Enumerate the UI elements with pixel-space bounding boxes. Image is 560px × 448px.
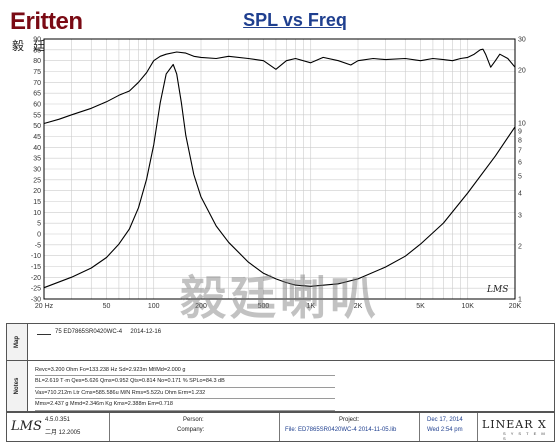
notes-tab-label: Notes	[14, 377, 20, 395]
y-right-tick-label: 3	[518, 213, 522, 220]
y-right-tick-label: 7	[518, 148, 522, 155]
legend-entry-date: 2014-12-16	[130, 329, 162, 335]
footer-divider	[477, 413, 478, 441]
y-right-tick-label: 9	[518, 129, 522, 136]
y-right-tick-label: 20	[518, 67, 526, 74]
y-right-tick-label: 6	[518, 160, 522, 167]
y-left-tick-label: 50	[33, 123, 41, 130]
notes-tab[interactable]: Notes	[7, 361, 28, 411]
y-left-tick-label: 15	[33, 199, 41, 206]
y-left-tick-label: 75	[33, 69, 41, 76]
y-left-tick-label: -10	[31, 253, 41, 260]
x-tick-label: 20 Hz	[35, 303, 54, 310]
spl-curve	[43, 48, 516, 125]
company-label: Company:	[177, 427, 205, 433]
y-left-tick-label: -20	[31, 275, 41, 282]
y-left-tick-label: 55	[33, 112, 41, 119]
y-left-tick-label: 90	[33, 37, 41, 44]
legend-entry[interactable]: 75 ED7865SR0420WC-4 2014-12-16	[55, 329, 161, 335]
y-right-tick-label: 30	[518, 37, 526, 44]
note-line: Revc=3.200 Ohm Fo=133.238 Hz Sd=2.923m M…	[35, 365, 335, 377]
footer-lms-logo: LMS	[11, 419, 42, 434]
y-right-tick-label: 4	[518, 191, 522, 198]
impedance-curve	[43, 63, 516, 289]
notes-panel: Notes Revc=3.200 Ohm Fo=133.238 Hz Sd=2.…	[6, 360, 555, 412]
report-time: Wed 2:54 pm	[427, 427, 463, 433]
y-left-tick-label: 40	[33, 145, 41, 152]
linearx-logo: LINEAR X	[482, 418, 547, 431]
y-left-tick-label: 10	[33, 210, 41, 217]
x-tick-label: 2K	[354, 303, 363, 310]
y-left-tick-label: 35	[33, 156, 41, 163]
software-build: 二月 12.2005	[45, 430, 81, 436]
x-tick-label: 20K	[509, 303, 522, 310]
report-date: Dec 17, 2014	[427, 417, 463, 423]
y-left-tick-label: 0	[37, 232, 41, 239]
y-left-tick-label: 80	[33, 58, 41, 65]
person-label: Person:	[183, 417, 204, 423]
project-file: File: ED7865SR0420WC-4 2014-11-05.lib	[285, 427, 397, 433]
x-tick-label: 500	[258, 303, 270, 310]
project-label: Project:	[339, 417, 360, 423]
y-left-tick-label: 25	[33, 177, 41, 184]
y-left-tick-label: 85	[33, 47, 41, 54]
map-tab-label: Map	[14, 336, 20, 348]
note-line: Mms=2.437 g Mmd=2.346m Kg Kms=2.388m Em=…	[35, 399, 335, 411]
y-left-tick-label: 65	[33, 91, 41, 98]
x-tick-label: 100	[148, 303, 160, 310]
footer-divider	[279, 413, 280, 441]
y-left-tick-label: 30	[33, 167, 41, 174]
map-panel: Map 75 ED7865SR0420WC-4 2014-12-16	[6, 323, 555, 361]
legend-entry-name: 75 ED7865SR0420WC-4	[55, 329, 123, 335]
y-right-tick-label: 2	[518, 244, 522, 251]
y-left-tick-label: -5	[35, 242, 41, 249]
lms-plot-badge: LMS	[487, 285, 509, 295]
x-tick-label: 200	[195, 303, 207, 310]
map-tab[interactable]: Map	[7, 324, 28, 360]
notes-list: Revc=3.200 Ohm Fo=133.238 Hz Sd=2.923m M…	[35, 365, 335, 411]
spl-impedance-chart: 20 Hz 50 100 200 500 1K 2K 5K 10K 20K908580757065…	[31, 37, 526, 311]
y-right-tick-label: 10	[518, 120, 526, 127]
software-version: 4.5.0.351	[45, 417, 71, 423]
note-line: BL=2.619 T·m Qes=5.626 Qms=0.952 Qts=0.8…	[35, 376, 335, 388]
footer-panel: LMS 4.5.0.351 二月 12.2005 Person: Company…	[6, 412, 555, 442]
y-right-tick-label: 8	[518, 138, 522, 145]
y-right-tick-label: 1	[518, 297, 522, 304]
chart-title: SPL vs Freq	[243, 10, 347, 30]
footer-divider	[109, 413, 110, 441]
y-left-tick-label: 60	[33, 102, 41, 109]
y-left-tick-label: -25	[31, 286, 41, 293]
footer-divider	[419, 413, 420, 441]
y-left-tick-label: 70	[33, 80, 41, 87]
y-left-tick-label: -15	[31, 264, 41, 271]
legend-line-swatch	[37, 334, 51, 335]
linearx-logo-subtitle: S Y S T E M S	[503, 431, 547, 441]
y-left-tick-label: 5	[37, 221, 41, 228]
y-left-tick-label: 45	[33, 134, 41, 141]
note-line: Vas=710.212m Ltr Cms=585.586u M/N Rms=5.…	[35, 388, 335, 400]
plot-frame	[43, 38, 516, 300]
y-left-tick-label: 20	[33, 188, 41, 195]
logo-wordmark: Eritten	[10, 8, 83, 35]
x-tick-label: 1K	[306, 303, 315, 310]
x-tick-label: 5K	[416, 303, 425, 310]
x-tick-label: 50	[103, 303, 111, 310]
y-left-tick-label: -30	[31, 297, 41, 304]
y-right-tick-label: 5	[518, 173, 522, 180]
x-tick-label: 10K	[462, 303, 475, 310]
